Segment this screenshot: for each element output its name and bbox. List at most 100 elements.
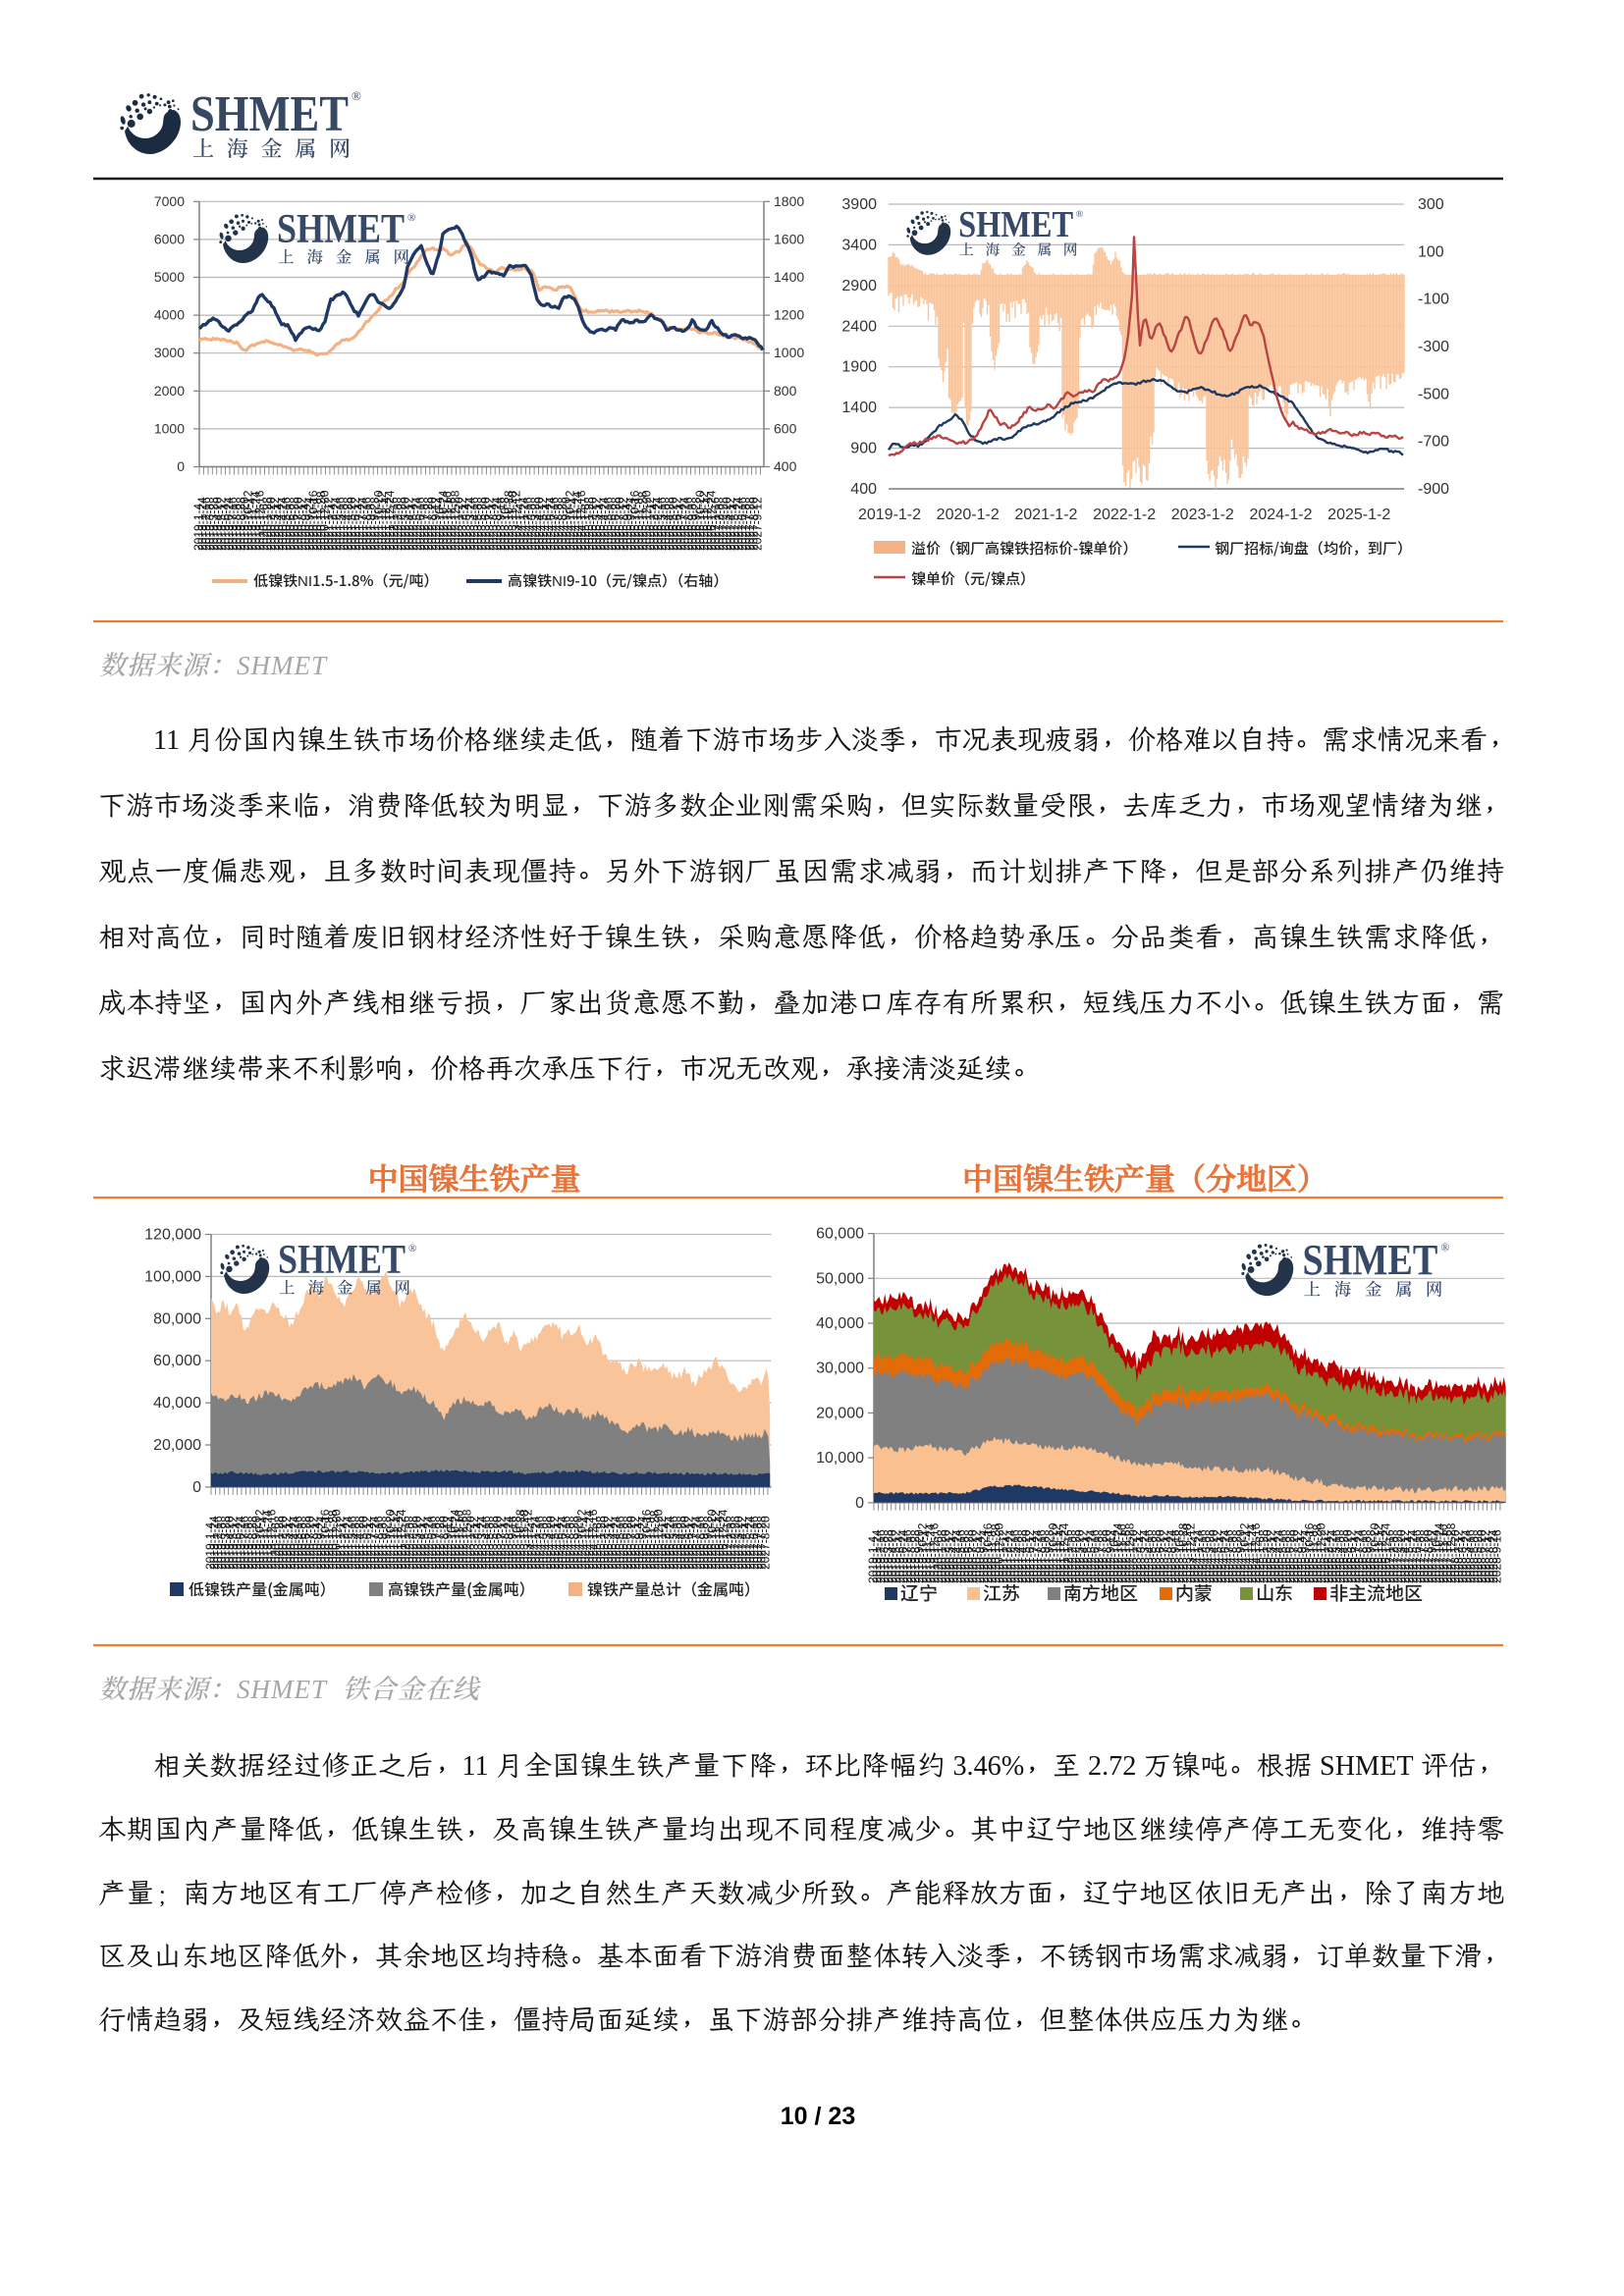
- svg-text:2021-2-24: 2021-2-24: [341, 1516, 354, 1570]
- svg-text:2027-6-16: 2027-6-16: [735, 497, 749, 551]
- svg-text:2028-9-16: 2028-9-16: [1490, 1529, 1504, 1583]
- svg-text:2024-11-24: 2024-11-24: [1245, 1523, 1259, 1583]
- svg-text:2026-1-12: 2026-1-12: [655, 1516, 669, 1570]
- svg-text:2024-10-12: 2024-10-12: [1237, 1522, 1251, 1583]
- svg-text:2026-7-4: 2026-7-4: [1348, 1536, 1362, 1583]
- svg-text:2025-3-12: 2025-3-12: [602, 1516, 616, 1570]
- svg-text:2026-12-24: 2026-12-24: [705, 490, 719, 551]
- svg-text:2024-3-8: 2024-3-8: [1199, 1536, 1213, 1583]
- svg-text:2025-9-4: 2025-9-4: [621, 504, 634, 551]
- svg-text:2019-1-4: 2019-1-4: [203, 1522, 217, 1570]
- svg-text:2020-11-28: 2020-11-28: [314, 491, 328, 551]
- svg-text:2022-5-4: 2022-5-4: [417, 1522, 431, 1570]
- svg-text:2022-5-24: 2022-5-24: [1084, 1529, 1098, 1583]
- svg-text:2025-1-8: 2025-1-8: [578, 504, 592, 551]
- svg-text:2020-7-20: 2020-7-20: [302, 1516, 316, 1570]
- svg-text:2020-11-8: 2020-11-8: [310, 498, 324, 551]
- svg-text:2020-5-16: 2020-5-16: [280, 497, 294, 551]
- svg-text:600: 600: [774, 420, 797, 436]
- svg-text:2024-10-12: 2024-10-12: [563, 490, 576, 551]
- svg-text:镍单价（元/镍点）: 镍单价（元/镍点）: [911, 568, 1035, 589]
- svg-text:2027-3-20: 2027-3-20: [720, 497, 733, 551]
- svg-text:2021-5-20: 2021-5-20: [345, 497, 358, 551]
- svg-text:2028-1-20: 2028-1-20: [1448, 1529, 1462, 1583]
- svg-text:2025-3-12: 2025-3-12: [590, 497, 604, 551]
- svg-text:2021-7-4: 2021-7-4: [1027, 1536, 1041, 1583]
- svg-text:2022-12-28: 2022-12-28: [448, 490, 461, 551]
- svg-text:2019-6-4: 2019-6-4: [893, 1536, 906, 1583]
- svg-text:2020-4-24: 2020-4-24: [276, 497, 290, 551]
- svg-text:2021-10-20: 2021-10-20: [383, 1509, 397, 1570]
- svg-text:2028-8-4: 2028-8-4: [1483, 1536, 1496, 1583]
- svg-text:2019-10-12: 2019-10-12: [242, 490, 255, 551]
- svg-text:2025-7-20: 2025-7-20: [613, 497, 626, 551]
- svg-text:2022-6-16: 2022-6-16: [425, 1516, 439, 1570]
- svg-text:2020-8-12: 2020-8-12: [295, 497, 308, 551]
- svg-text:2022-2-8: 2022-2-8: [391, 504, 405, 551]
- svg-text:2021-2-4: 2021-2-4: [326, 504, 340, 551]
- svg-text:2024-8-8: 2024-8-8: [552, 504, 566, 551]
- svg-text:2026-5-20: 2026-5-20: [667, 497, 680, 551]
- svg-text:2022-9-12: 2022-9-12: [441, 1516, 455, 1570]
- svg-text:2026-12-24: 2026-12-24: [1380, 1522, 1393, 1583]
- svg-text:2027-3-20: 2027-3-20: [731, 1516, 745, 1570]
- svg-text:2022-1-16: 2022-1-16: [1061, 1529, 1075, 1583]
- svg-text:2025-9-24: 2025-9-24: [624, 497, 638, 551]
- svg-text:2019-8-8: 2019-8-8: [230, 504, 244, 551]
- svg-text:2019-8-8: 2019-8-8: [242, 1522, 255, 1570]
- svg-text:2022-7-28: 2022-7-28: [1096, 1529, 1110, 1583]
- svg-text:2022-1-16: 2022-1-16: [387, 497, 401, 551]
- svg-text:2027-2-28: 2027-2-28: [728, 1516, 741, 1570]
- svg-text:3900: 3900: [841, 196, 877, 213]
- svg-text:2022-10-4: 2022-10-4: [433, 497, 447, 551]
- svg-text:2020-3-12: 2020-3-12: [280, 1516, 294, 1570]
- svg-text:2019-11-4: 2019-11-4: [920, 1530, 934, 1583]
- svg-text:低镍铁NI1.5-1.8%（元/吨）: 低镍铁NI1.5-1.8%（元/吨）: [253, 570, 438, 591]
- svg-text:2019-8-28: 2019-8-28: [908, 1529, 922, 1583]
- svg-text:2024-1-4: 2024-1-4: [525, 1522, 539, 1570]
- svg-text:2025-2-20: 2025-2-20: [1261, 1529, 1274, 1583]
- svg-text:2027-2-28: 2027-2-28: [716, 497, 730, 551]
- svg-text:2023-8-4: 2023-8-4: [486, 504, 500, 551]
- svg-text:1200: 1200: [774, 307, 804, 323]
- svg-text:2026-8-16: 2026-8-16: [693, 1516, 707, 1570]
- svg-text:2019-3-8: 2019-3-8: [203, 504, 217, 551]
- svg-text:2021-12-24: 2021-12-24: [383, 490, 397, 551]
- svg-text:2020-1-28: 2020-1-28: [272, 1516, 286, 1570]
- svg-text:2019-10-12: 2019-10-12: [253, 1509, 267, 1570]
- svg-text:2020-6-28: 2020-6-28: [299, 1516, 313, 1570]
- svg-text:2019-7-16: 2019-7-16: [238, 1516, 251, 1570]
- svg-text:2021-7-4: 2021-7-4: [364, 1522, 378, 1570]
- svg-text:2021-4-28: 2021-4-28: [341, 497, 354, 551]
- svg-text:2026-6-12: 2026-6-12: [682, 1516, 696, 1570]
- svg-text:2025-1-28: 2025-1-28: [1257, 1529, 1271, 1583]
- svg-text:2019-3-8: 2019-3-8: [215, 1522, 229, 1570]
- svg-text:2024-12-16: 2024-12-16: [586, 1509, 600, 1570]
- svg-text:2023-12-12: 2023-12-12: [521, 1509, 535, 1570]
- svg-text:2020-4-4: 2020-4-4: [947, 1536, 960, 1583]
- svg-text:2027-5-4: 2027-5-4: [739, 1522, 753, 1570]
- svg-text:2024-12-16: 2024-12-16: [574, 490, 588, 551]
- svg-text:2022-8-20: 2022-8-20: [1100, 1529, 1113, 1583]
- svg-text:2022-3-20: 2022-3-20: [399, 497, 412, 551]
- svg-text:2025-4-4: 2025-4-4: [594, 504, 608, 551]
- svg-text:2026-4-28: 2026-4-28: [1337, 1529, 1351, 1583]
- svg-text:2024-9-20: 2024-9-20: [570, 1516, 584, 1570]
- svg-text:2024-3-28: 2024-3-28: [528, 497, 542, 551]
- svg-text:2021-9-8: 2021-9-8: [376, 1522, 390, 1570]
- svg-text:2019-6-4: 2019-6-4: [230, 1522, 244, 1570]
- svg-text:2027-1-16: 2027-1-16: [721, 1516, 734, 1570]
- svg-text:1800: 1800: [774, 193, 804, 209]
- svg-text:2024-3-28: 2024-3-28: [1203, 1529, 1217, 1583]
- svg-text:2024-3-8: 2024-3-8: [524, 504, 538, 551]
- svg-text:2025-1-8: 2025-1-8: [1253, 1536, 1267, 1583]
- svg-text:2021-12-24: 2021-12-24: [1057, 1522, 1071, 1583]
- svg-text:2023-10-8: 2023-10-8: [510, 1516, 523, 1570]
- svg-text:2020-4-4: 2020-4-4: [284, 1522, 298, 1570]
- svg-text:2021-12-24: 2021-12-24: [395, 1509, 408, 1570]
- svg-text:2022-11-16: 2022-11-16: [453, 1510, 466, 1570]
- svg-text:2027-1-16: 2027-1-16: [1383, 1529, 1397, 1583]
- svg-text:2025-12-20: 2025-12-20: [651, 1509, 665, 1570]
- svg-text:2028-4-16: 2028-4-16: [1463, 1529, 1477, 1583]
- svg-text:2024-6-24: 2024-6-24: [544, 497, 558, 551]
